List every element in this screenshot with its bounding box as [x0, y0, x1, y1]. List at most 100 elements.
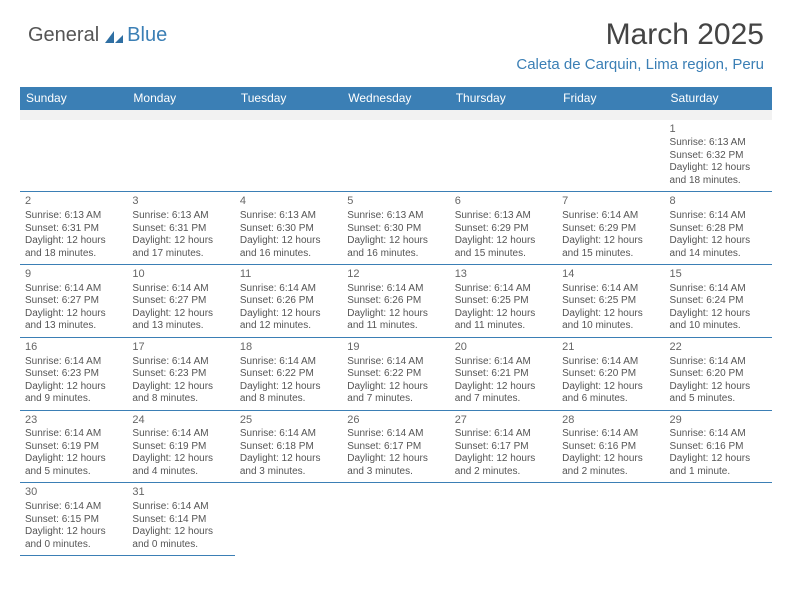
day-header: Saturday — [665, 87, 772, 110]
sunset-text: Sunset: 6:31 PM — [25, 223, 122, 236]
sunset-text: Sunset: 6:22 PM — [240, 368, 337, 381]
daylight-text: and 10 minutes. — [562, 320, 659, 333]
sunrise-text: Sunrise: 6:14 AM — [347, 356, 444, 369]
daylight-text: Daylight: 12 hours — [670, 235, 767, 248]
daylight-text: and 8 minutes. — [132, 393, 229, 406]
sunset-text: Sunset: 6:25 PM — [562, 295, 659, 308]
sunrise-text: Sunrise: 6:13 AM — [25, 210, 122, 223]
day-header: Sunday — [20, 87, 127, 110]
sunrise-text: Sunrise: 6:14 AM — [670, 356, 767, 369]
sunset-text: Sunset: 6:28 PM — [670, 223, 767, 236]
calendar-cell: 29Sunrise: 6:14 AMSunset: 6:16 PMDayligh… — [665, 410, 772, 483]
daylight-text: Daylight: 12 hours — [240, 453, 337, 466]
sunrise-text: Sunrise: 6:14 AM — [240, 356, 337, 369]
sunset-text: Sunset: 6:16 PM — [562, 441, 659, 454]
day-number: 7 — [562, 195, 659, 209]
sunset-text: Sunset: 6:32 PM — [670, 150, 767, 163]
calendar-cell: 7Sunrise: 6:14 AMSunset: 6:29 PMDaylight… — [557, 192, 664, 265]
page-title: March 2025 — [516, 18, 764, 52]
calendar-cell — [235, 483, 342, 556]
sunrise-text: Sunrise: 6:14 AM — [240, 283, 337, 296]
daylight-text: Daylight: 12 hours — [25, 381, 122, 394]
day-number: 20 — [455, 341, 552, 355]
day-header: Monday — [127, 87, 234, 110]
calendar-week-row: 9Sunrise: 6:14 AMSunset: 6:27 PMDaylight… — [20, 265, 772, 338]
calendar-cell: 13Sunrise: 6:14 AMSunset: 6:25 PMDayligh… — [450, 265, 557, 338]
daylight-text: and 3 minutes. — [240, 466, 337, 479]
calendar-cell — [342, 483, 449, 556]
day-number: 12 — [347, 268, 444, 282]
calendar-cell: 1Sunrise: 6:13 AMSunset: 6:32 PMDaylight… — [665, 120, 772, 192]
daylight-text: and 1 minute. — [670, 466, 767, 479]
day-number: 27 — [455, 414, 552, 428]
daylight-text: Daylight: 12 hours — [562, 453, 659, 466]
day-number: 23 — [25, 414, 122, 428]
sunrise-text: Sunrise: 6:14 AM — [562, 210, 659, 223]
calendar-cell: 20Sunrise: 6:14 AMSunset: 6:21 PMDayligh… — [450, 337, 557, 410]
calendar-cell: 2Sunrise: 6:13 AMSunset: 6:31 PMDaylight… — [20, 192, 127, 265]
daylight-text: Daylight: 12 hours — [25, 235, 122, 248]
calendar-cell: 23Sunrise: 6:14 AMSunset: 6:19 PMDayligh… — [20, 410, 127, 483]
sunset-text: Sunset: 6:29 PM — [562, 223, 659, 236]
daylight-text: and 15 minutes. — [562, 248, 659, 261]
daylight-text: and 0 minutes. — [25, 539, 122, 552]
day-number: 1 — [670, 123, 767, 137]
daylight-text: and 7 minutes. — [455, 393, 552, 406]
title-block: March 2025 Caleta de Carquin, Lima regio… — [516, 18, 764, 73]
sunset-text: Sunset: 6:20 PM — [562, 368, 659, 381]
daylight-text: Daylight: 12 hours — [347, 235, 444, 248]
sunrise-text: Sunrise: 6:13 AM — [347, 210, 444, 223]
daylight-text: Daylight: 12 hours — [670, 308, 767, 321]
calendar-cell: 19Sunrise: 6:14 AMSunset: 6:22 PMDayligh… — [342, 337, 449, 410]
calendar-cell: 10Sunrise: 6:14 AMSunset: 6:27 PMDayligh… — [127, 265, 234, 338]
calendar-cell: 25Sunrise: 6:14 AMSunset: 6:18 PMDayligh… — [235, 410, 342, 483]
sunrise-text: Sunrise: 6:13 AM — [455, 210, 552, 223]
daylight-text: Daylight: 12 hours — [240, 308, 337, 321]
sunset-text: Sunset: 6:18 PM — [240, 441, 337, 454]
calendar-cell: 31Sunrise: 6:14 AMSunset: 6:14 PMDayligh… — [127, 483, 234, 556]
day-number: 16 — [25, 341, 122, 355]
daylight-text: and 7 minutes. — [347, 393, 444, 406]
sunset-text: Sunset: 6:26 PM — [347, 295, 444, 308]
daylight-text: Daylight: 12 hours — [132, 235, 229, 248]
daylight-text: and 18 minutes. — [25, 248, 122, 261]
calendar-cell — [235, 120, 342, 192]
daylight-text: Daylight: 12 hours — [132, 453, 229, 466]
calendar-week-row: 2Sunrise: 6:13 AMSunset: 6:31 PMDaylight… — [20, 192, 772, 265]
sunrise-text: Sunrise: 6:14 AM — [25, 356, 122, 369]
sunrise-text: Sunrise: 6:14 AM — [670, 428, 767, 441]
calendar-cell: 30Sunrise: 6:14 AMSunset: 6:15 PMDayligh… — [20, 483, 127, 556]
daylight-text: Daylight: 12 hours — [25, 453, 122, 466]
calendar-cell — [342, 120, 449, 192]
daylight-text: Daylight: 12 hours — [347, 308, 444, 321]
daylight-text: and 10 minutes. — [670, 320, 767, 333]
daylight-text: Daylight: 12 hours — [455, 381, 552, 394]
calendar-cell: 22Sunrise: 6:14 AMSunset: 6:20 PMDayligh… — [665, 337, 772, 410]
day-number: 14 — [562, 268, 659, 282]
sunrise-text: Sunrise: 6:14 AM — [347, 283, 444, 296]
sunset-text: Sunset: 6:23 PM — [132, 368, 229, 381]
sunset-text: Sunset: 6:27 PM — [25, 295, 122, 308]
daylight-text: and 16 minutes. — [240, 248, 337, 261]
calendar-body: 1 Sunrise: 6:13 AM Sunset: 6:32 PM Daylight… — [20, 110, 772, 556]
day-number: 18 — [240, 341, 337, 355]
calendar-cell: 6Sunrise: 6:13 AMSunset: 6:29 PMDaylight… — [450, 192, 557, 265]
logo: General Blue — [28, 24, 167, 47]
calendar-cell: 8Sunrise: 6:14 AMSunset: 6:28 PMDaylight… — [665, 192, 772, 265]
sunrise-text: Sunrise: 6:14 AM — [25, 283, 122, 296]
daylight-text: and 11 minutes. — [347, 320, 444, 333]
sunrise-text: Sunrise: 6:14 AM — [455, 283, 552, 296]
daylight-text: and 8 minutes. — [240, 393, 337, 406]
daylight-text: and 13 minutes. — [25, 320, 122, 333]
logo-text-2: Blue — [127, 24, 167, 47]
daylight-text: Daylight: 12 hours — [25, 526, 122, 539]
sunset-text: Sunset: 6:15 PM — [25, 514, 122, 527]
sunset-text: Sunset: 6:14 PM — [132, 514, 229, 527]
sunrise-text: Sunrise: 6:14 AM — [132, 428, 229, 441]
sunrise-text: Sunrise: 6:14 AM — [455, 428, 552, 441]
day-number: 24 — [132, 414, 229, 428]
calendar-cell: 18Sunrise: 6:14 AMSunset: 6:22 PMDayligh… — [235, 337, 342, 410]
daylight-text: Daylight: 12 hours — [132, 308, 229, 321]
day-number: 5 — [347, 195, 444, 209]
day-number: 6 — [455, 195, 552, 209]
